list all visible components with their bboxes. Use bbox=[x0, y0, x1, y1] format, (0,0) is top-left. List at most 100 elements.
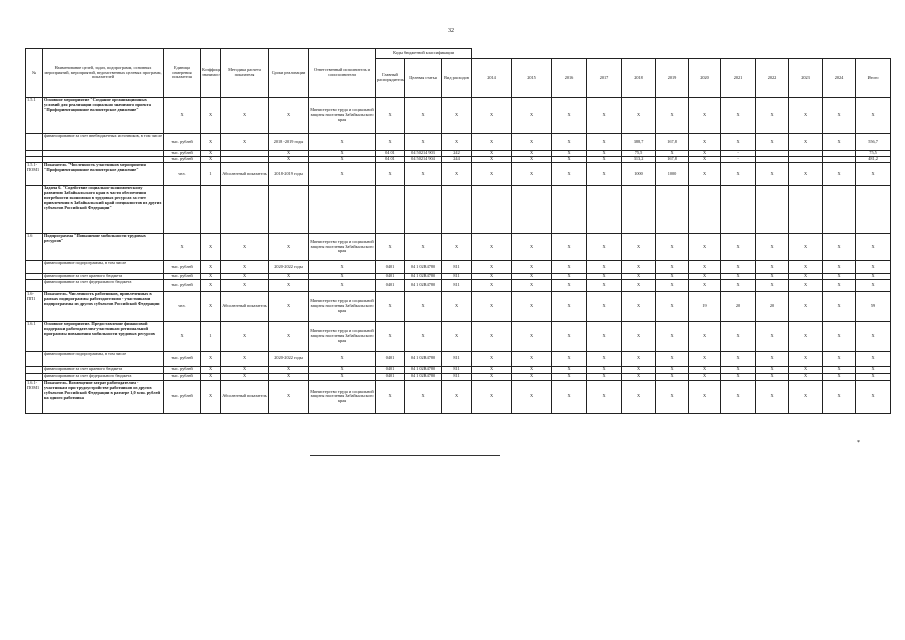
table-cell: X bbox=[551, 379, 588, 414]
table-cell bbox=[755, 185, 790, 234]
table-cell: X bbox=[404, 133, 442, 151]
table-cell bbox=[200, 185, 221, 234]
table-cell: тыс. рублей bbox=[163, 372, 201, 381]
table-row: финансирование подпрограммы, в том числе… bbox=[25, 260, 892, 274]
table-cell: X bbox=[822, 162, 857, 186]
table-cell: X bbox=[268, 320, 309, 352]
table-cell: 388,7 bbox=[621, 133, 657, 151]
table-cell: 811 bbox=[440, 260, 473, 274]
table-cell: X bbox=[720, 278, 757, 292]
header-year-2016: 2016 bbox=[551, 58, 588, 98]
table-cell: X bbox=[163, 320, 201, 352]
table-cell: 0401 bbox=[375, 365, 405, 374]
table-cell: X bbox=[404, 233, 442, 261]
table-cell: X bbox=[200, 372, 221, 381]
row-number bbox=[25, 133, 43, 151]
table-row: финансирование за счет краевого бюджета т… bbox=[25, 365, 892, 374]
table-cell: 04 1 02R4780 bbox=[404, 365, 442, 374]
table-cell: X bbox=[268, 379, 309, 414]
header-year-2018: 2018 bbox=[621, 58, 657, 98]
table-cell: X bbox=[621, 233, 657, 261]
table-cell bbox=[268, 185, 309, 234]
table-cell: тыс. рублей bbox=[163, 133, 201, 151]
row-number: 1.6-ПП1 bbox=[25, 290, 43, 322]
table-cell: X bbox=[586, 162, 623, 186]
table-cell: 556,7 bbox=[855, 133, 892, 151]
row-number: 1.6.1 bbox=[25, 320, 43, 352]
table-cell: X bbox=[511, 133, 553, 151]
table-cell: X bbox=[471, 233, 513, 261]
row-name: Основное мероприятие. Предоставление фин… bbox=[42, 320, 164, 352]
table-cell: X bbox=[855, 350, 892, 367]
header-codes-group: Коды бюджетной классификации bbox=[374, 48, 473, 59]
table-cell bbox=[855, 185, 892, 234]
row-number bbox=[25, 372, 43, 381]
table-row: 1.6-ПП1 Показатель. Численность работнико… bbox=[25, 290, 892, 322]
table-cell: Министерство труда и социальной защиты н… bbox=[308, 233, 376, 261]
table-cell: X bbox=[268, 233, 309, 261]
table-cell: X bbox=[551, 365, 588, 374]
table-cell: X bbox=[200, 133, 221, 151]
row-number: 1.5.1-ПОМ1 bbox=[25, 162, 43, 186]
table-cell bbox=[551, 185, 588, 234]
table-cell: X bbox=[720, 350, 757, 367]
table-cell: X bbox=[855, 97, 892, 134]
table-cell: X bbox=[621, 278, 657, 292]
table-cell: X bbox=[268, 365, 309, 374]
table-cell: X bbox=[755, 379, 790, 414]
table-cell: X bbox=[511, 350, 553, 367]
table-cell: X bbox=[440, 233, 473, 261]
table-cell: X bbox=[375, 133, 405, 151]
table-cell: X bbox=[471, 320, 513, 352]
table-cell: X bbox=[471, 372, 513, 381]
row-name: Подпрограмма "Повышение мобильности труд… bbox=[42, 233, 164, 261]
table-cell: X bbox=[471, 278, 513, 292]
table-cell: 04 1 02R4780 bbox=[404, 278, 442, 292]
table-cell: X bbox=[720, 97, 757, 134]
table-cell: X bbox=[621, 97, 657, 134]
table-cell: X bbox=[655, 290, 690, 322]
table-cell: X bbox=[822, 260, 857, 274]
table-cell: X bbox=[688, 233, 722, 261]
table-cell bbox=[440, 185, 473, 234]
table-cell: X bbox=[268, 372, 309, 381]
table-cell: X bbox=[551, 97, 588, 134]
footnote-divider bbox=[310, 455, 500, 456]
header-code-target: Целевая статья bbox=[404, 58, 442, 98]
table-cell: тыс. рублей bbox=[163, 365, 201, 374]
table-cell: чел. bbox=[163, 162, 201, 186]
table-cell: Министерство труда и социальной защиты н… bbox=[308, 97, 376, 134]
table-cell: X bbox=[822, 379, 857, 414]
header-year-2017: 2017 bbox=[586, 58, 623, 98]
table-cell: X bbox=[375, 379, 405, 414]
table-cell: X bbox=[655, 379, 690, 414]
table-cell: X bbox=[688, 365, 722, 374]
row-name: Задача 6. "Содействие социально-экономич… bbox=[42, 185, 164, 234]
table-cell: 2018-2019 годы bbox=[268, 162, 309, 186]
table-cell: 811 bbox=[440, 372, 473, 381]
table-cell: 59 bbox=[855, 290, 892, 322]
header-unit: Единица измерения показателя bbox=[163, 48, 201, 98]
table-cell: X bbox=[471, 97, 513, 134]
table-cell: X bbox=[200, 233, 221, 261]
table-cell: 1000 bbox=[621, 162, 657, 186]
table-cell: тыс. рублей bbox=[163, 278, 201, 292]
table-cell: X bbox=[621, 365, 657, 374]
table-cell: X bbox=[855, 233, 892, 261]
program-table: № Наименование целей, задач, подпрограмм… bbox=[25, 48, 892, 414]
table-cell: X bbox=[586, 260, 623, 274]
table-cell: X bbox=[621, 372, 657, 381]
table-cell: X bbox=[788, 278, 824, 292]
table-cell bbox=[586, 185, 623, 234]
table-cell: X bbox=[551, 290, 588, 322]
table-cell: 1000 bbox=[655, 162, 690, 186]
table-row: финансирование за счет федерального бюдж… bbox=[25, 372, 892, 381]
table-cell: X bbox=[471, 290, 513, 322]
table-cell: X bbox=[720, 320, 757, 352]
table-cell: 0401 bbox=[375, 372, 405, 381]
table-cell: X bbox=[308, 133, 376, 151]
table-cell: X bbox=[308, 162, 376, 186]
table-cell: X bbox=[268, 97, 309, 134]
header-year-2023: 2023 bbox=[788, 58, 824, 98]
table-cell bbox=[375, 185, 405, 234]
